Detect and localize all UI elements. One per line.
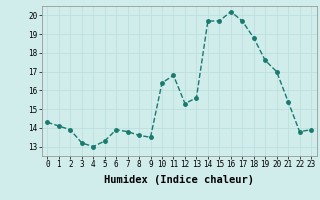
X-axis label: Humidex (Indice chaleur): Humidex (Indice chaleur) — [104, 175, 254, 185]
